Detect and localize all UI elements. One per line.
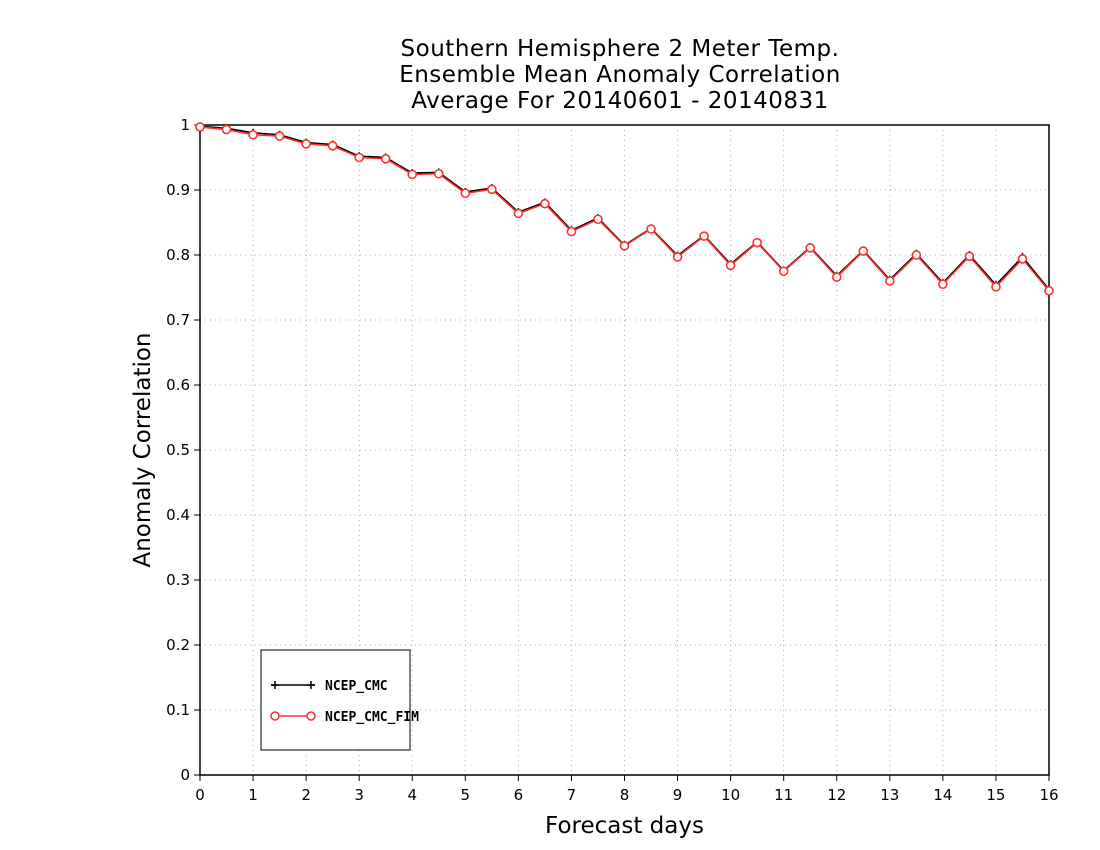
data-point-series-2	[778, 266, 789, 277]
x-axis-label: Forecast days	[545, 813, 704, 839]
data-point-series-2	[407, 169, 418, 180]
x-tick-label: 4	[407, 786, 417, 804]
x-tick-label: 13	[880, 786, 899, 804]
data-point-series-2	[646, 224, 656, 234]
legend-label-2: NCEP_CMC_FIM	[325, 710, 419, 725]
data-point-series-2	[752, 237, 762, 248]
chart-title-line-1: Southern Hemisphere 2 Meter Temp.	[400, 36, 840, 62]
data-point-series-2	[911, 250, 922, 260]
y-tick-label: 0	[180, 766, 190, 784]
data-point-series-2	[380, 154, 391, 164]
x-tick-label: 9	[673, 786, 683, 804]
data-point-series-2	[593, 214, 603, 225]
data-point-series-2	[354, 152, 364, 163]
data-point-series-2	[301, 139, 311, 149]
y-tick-label: 0.3	[166, 571, 190, 589]
data-point-series-2	[699, 231, 709, 241]
legend-marker	[306, 711, 316, 721]
data-point-series-2	[725, 260, 736, 271]
y-tick-label: 0.4	[166, 506, 190, 524]
x-tick-label: 6	[514, 786, 524, 804]
data-point-series-2	[513, 208, 524, 219]
data-point-series-2	[672, 252, 683, 262]
x-tick-label: 5	[461, 786, 471, 804]
legend-label-1: NCEP_CMC	[325, 679, 388, 694]
data-point-series-2	[221, 124, 232, 135]
x-tick-label: 14	[933, 786, 952, 804]
x-tick-label: 12	[827, 786, 846, 804]
data-point-series-2	[327, 141, 338, 151]
x-tick-label: 7	[567, 786, 577, 804]
data-point-series-2	[938, 279, 948, 290]
data-point-series-2	[540, 198, 550, 209]
series-group	[195, 122, 1054, 296]
data-point-series-2	[619, 241, 630, 251]
y-tick-label: 1	[180, 116, 190, 134]
data-point-series-2	[433, 168, 444, 179]
series-line-2	[199, 126, 1050, 292]
legend-marker	[270, 711, 280, 721]
x-tick-label: 8	[620, 786, 630, 804]
chart-title-line-3: Average For 20140601 - 20140831	[411, 88, 829, 114]
x-tick-label: 0	[195, 786, 205, 804]
x-tick-label: 10	[721, 786, 740, 804]
y-axis-label: Anomaly Correlation	[130, 332, 156, 567]
x-tick-label: 2	[301, 786, 311, 804]
data-point-series-2	[858, 246, 869, 256]
data-point-series-2	[460, 188, 471, 199]
y-tick-label: 0.9	[166, 181, 190, 199]
data-point-series-2	[487, 184, 497, 195]
data-point-series-2	[1017, 254, 1028, 264]
axis-ticks: 0 1 2 3 4 5 6 7 8 9 10 11 12 13 14 15 1600.10.20.30.40.5…	[166, 116, 1058, 804]
y-tick-label: 0.5	[166, 441, 190, 459]
legend-box	[260, 649, 411, 751]
legend: NCEP_CMC NCEP_CMC_FIM	[260, 649, 419, 751]
data-point-series-2	[831, 272, 842, 282]
data-point-series-2	[885, 276, 895, 286]
data-point-series-2	[805, 243, 816, 253]
data-point-series-2	[991, 282, 1001, 292]
y-tick-label: 0.8	[166, 246, 190, 264]
grid	[200, 125, 1049, 775]
y-tick-label: 0.7	[166, 311, 190, 329]
data-point-series-2	[248, 129, 258, 140]
y-tick-label: 0.2	[166, 636, 190, 654]
x-tick-label: 1	[248, 786, 258, 804]
data-point-series-2	[964, 251, 975, 262]
data-point-series-2	[195, 122, 205, 132]
data-point-series-2	[566, 226, 577, 237]
x-tick-label: 11	[774, 786, 793, 804]
y-tick-label: 0.1	[166, 701, 190, 719]
data-point-series-2	[274, 131, 285, 141]
x-tick-label: 16	[1039, 786, 1058, 804]
x-tick-label: 3	[354, 786, 364, 804]
chart-title-line-2: Ensemble Mean Anomaly Correlation	[399, 62, 841, 88]
y-tick-label: 0.6	[166, 376, 190, 394]
x-tick-label: 15	[986, 786, 1005, 804]
data-point-series-2	[1044, 285, 1054, 296]
